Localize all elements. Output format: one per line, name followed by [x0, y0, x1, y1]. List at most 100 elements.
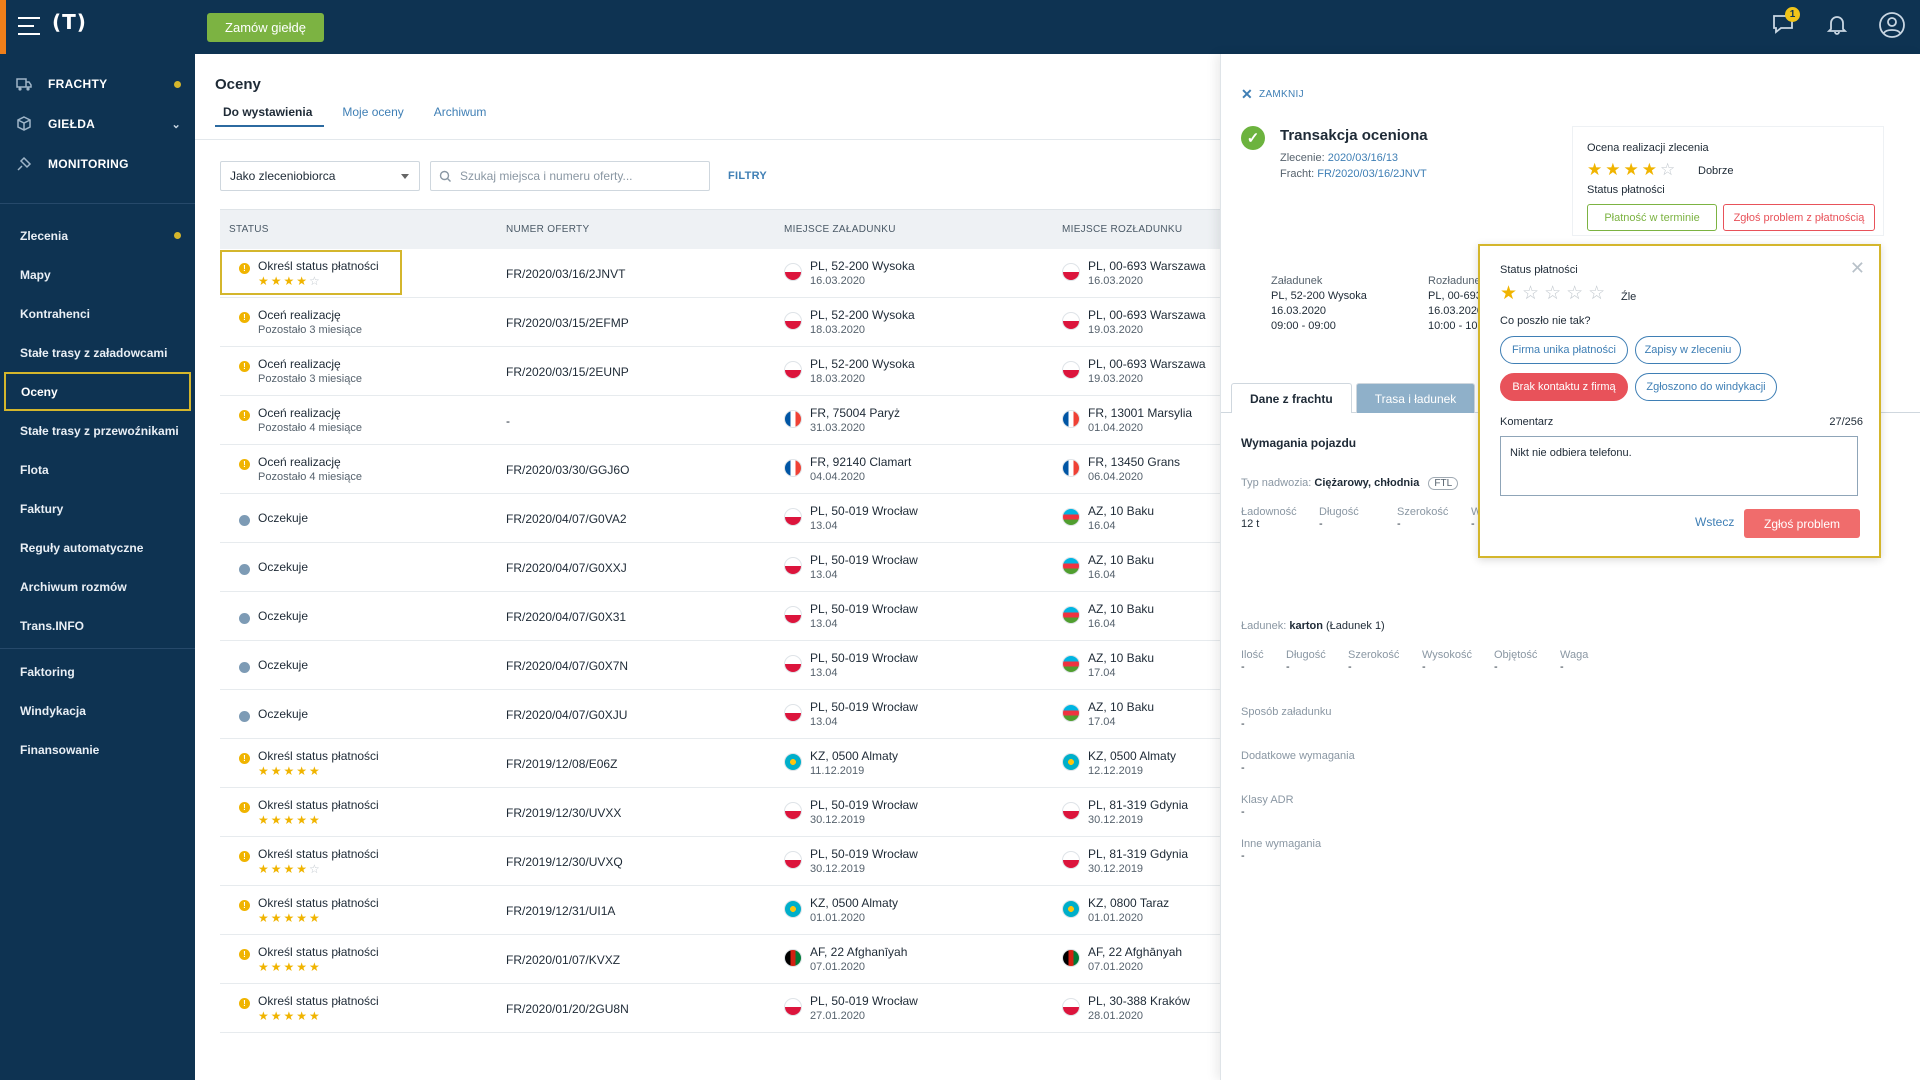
sidebar-item-fleet[interactable]: Flota	[0, 450, 195, 489]
row-status[interactable]: Oczekuje	[258, 608, 309, 623]
role-select[interactable]: Jako zleceniobiorca	[220, 161, 420, 191]
row-status[interactable]: Oceń realizację	[258, 307, 341, 322]
bell-icon[interactable]	[1824, 11, 1850, 37]
row-status[interactable]: Oczekuje	[258, 559, 309, 574]
sidebar-item-contractors[interactable]: Kontrahenci	[0, 294, 195, 333]
flag-icon	[1062, 752, 1080, 771]
column-header-offer-number[interactable]: NUMER OFERTY	[506, 224, 590, 235]
table-row[interactable]: ! Określ status płatności ★★★★★ FR/2019/1…	[220, 788, 1220, 837]
sidebar-item-maps[interactable]: Mapy	[0, 255, 195, 294]
comment-label: Komentarz	[1500, 416, 1554, 428]
order-exchange-button[interactable]: Zamów giełdę	[207, 13, 324, 42]
column-header-loading-place[interactable]: MIEJSCE ZAŁADUNKU	[784, 224, 896, 235]
table-row[interactable]: ! Oceń realizację Pozostało 4 miesiące FR…	[220, 445, 1220, 494]
row-status[interactable]: Oceń realizację	[258, 356, 341, 371]
user-avatar-icon[interactable]	[1878, 11, 1905, 38]
tab-freight-data[interactable]: Dane z frachtu	[1231, 383, 1352, 413]
order-link[interactable]: 2020/03/16/13	[1327, 152, 1399, 164]
row-status[interactable]: Oczekuje	[258, 706, 309, 721]
sidebar-item-debt-collection[interactable]: Windykacja	[0, 691, 195, 730]
freight-link[interactable]: FR/2020/03/16/2JNVT	[1317, 168, 1427, 180]
row-status[interactable]: Oczekuje	[258, 510, 309, 525]
sidebar-main-monitoring[interactable]: MONITORING	[0, 144, 195, 184]
row-status[interactable]: Określ status płatności	[258, 748, 379, 763]
filters-button[interactable]: FILTRY	[728, 170, 768, 182]
row-status[interactable]: Określ status płatności	[258, 797, 379, 812]
row-status[interactable]: Określ status płatności	[258, 895, 379, 910]
sidebar-item-financing[interactable]: Finansowanie	[0, 730, 195, 769]
search-icon	[439, 170, 451, 182]
warning-icon: !	[239, 801, 250, 813]
sidebar-main-freights[interactable]: FRACHTY	[0, 64, 195, 104]
column-header-status[interactable]: STATUS	[229, 224, 269, 235]
table-row[interactable]: ! Określ status płatności ★★★★★ FR/2019/1…	[220, 739, 1220, 788]
sidebar-item-factoring[interactable]: Faktoring	[0, 652, 195, 691]
sidebar-item-carrier-routes[interactable]: Stałe trasy z przewoźnikami	[0, 411, 195, 450]
search-input[interactable]: Szukaj miejsca i numeru oferty...	[430, 161, 710, 191]
row-status[interactable]: Oczekuje	[258, 657, 309, 672]
table-row[interactable]: ! Określ status płatności ★★★★★ FR/2020/0…	[220, 935, 1220, 984]
close-button[interactable]: ✕ ZAMKNIJ	[1241, 86, 1304, 103]
chevron-down-icon[interactable]: ⌄	[171, 118, 181, 131]
row-status[interactable]: Oceń realizację	[258, 405, 341, 420]
chip-avoids-payment[interactable]: Firma unika płatności	[1500, 336, 1628, 364]
sidebar-item-shipper-routes[interactable]: Stałe trasy z załadowcami	[0, 333, 195, 372]
close-icon[interactable]: ✕	[1849, 258, 1865, 278]
sidebar-item-orders[interactable]: Zlecenia	[0, 216, 195, 255]
tab-my-ratings[interactable]: Moje oceny	[342, 105, 404, 119]
column-header-unloading-place[interactable]: MIEJSCE ROZŁADUNKU	[1062, 224, 1183, 235]
table-row[interactable]: ! Oceń realizację Pozostało 3 miesiące FR…	[220, 298, 1220, 347]
row-status-sub: Pozostało 3 miesiące	[258, 323, 362, 336]
sidebar-main-exchange[interactable]: GIEŁDA ⌄	[0, 104, 195, 144]
table-row[interactable]: ! Określ status płatności ★★★★★ FR/2019/1…	[220, 886, 1220, 935]
report-problem-button[interactable]: Zgłoś problem	[1744, 509, 1860, 538]
flag-icon	[784, 605, 802, 624]
chip-order-terms[interactable]: Zapisy w zleceniu	[1635, 336, 1741, 364]
sidebar-item-transinfo[interactable]: Trans.INFO	[0, 606, 195, 645]
row-status[interactable]: Oceń realizację	[258, 454, 341, 469]
sidebar-item-automatic-rules[interactable]: Reguły automatyczne	[0, 528, 195, 567]
table-row[interactable]: ! Oceń realizację Pozostało 4 miesiące - …	[220, 396, 1220, 445]
comment-field[interactable]: Nikt nie odbiera telefonu.	[1500, 436, 1858, 496]
payment-rating-stars[interactable]: ★☆☆☆☆	[1500, 283, 1611, 304]
flag-icon	[1062, 801, 1080, 820]
table-row[interactable]: Oczekuje FR/2020/04/07/G0XJU PL, 50-019 …	[220, 690, 1220, 739]
row-status[interactable]: Określ status płatności	[258, 258, 379, 273]
paid-on-time-button[interactable]: Płatność w terminie	[1587, 204, 1717, 231]
table-row[interactable]: Oczekuje FR/2020/04/07/G0X31 PL, 50-019 …	[220, 592, 1220, 641]
chip-debt-collection[interactable]: Zgłoszono do windykacji	[1635, 373, 1777, 401]
row-unloading-date: 16.04	[1088, 519, 1116, 532]
warning-icon: !	[239, 752, 250, 764]
other-requirements: Inne wymagania -	[1241, 838, 1321, 862]
tab-archive[interactable]: Archiwum	[433, 105, 487, 119]
flag-icon	[1062, 605, 1080, 624]
table-row[interactable]: ! Oceń realizację Pozostało 3 miesiące FR…	[220, 347, 1220, 396]
row-status[interactable]: Określ status płatności	[258, 846, 379, 861]
row-unloading-place: AZ, 10 Baku	[1088, 650, 1155, 665]
table-row[interactable]: Oczekuje FR/2020/04/07/G0XXJ PL, 50-019 …	[220, 543, 1220, 592]
row-loading-date: 13.04	[810, 519, 838, 532]
dimension-value: -	[1471, 518, 1475, 530]
payment-rating-word: Źle	[1621, 291, 1637, 303]
brand-accent-bar	[0, 0, 6, 54]
menu-icon[interactable]	[18, 17, 40, 35]
app-logo[interactable]: (T)	[52, 10, 87, 34]
sidebar-item-label: Reguły automatyczne	[20, 540, 144, 555]
tab-to-issue[interactable]: Do wystawienia	[215, 105, 325, 127]
tab-route-and-cargo[interactable]: Trasa i ładunek	[1355, 383, 1476, 413]
chip-no-contact[interactable]: Brak kontaktu z firmą	[1500, 373, 1628, 401]
table-row[interactable]: ! Określ status płatności ★★★★★ FR/2020/0…	[220, 984, 1220, 1033]
table-row[interactable]: Oczekuje FR/2020/04/07/G0X7N PL, 50-019 …	[220, 641, 1220, 690]
report-payment-problem-button[interactable]: Zgłoś problem z płatnością	[1723, 204, 1875, 231]
sidebar-item-invoices[interactable]: Faktury	[0, 489, 195, 528]
row-status[interactable]: Określ status płatności	[258, 993, 379, 1008]
table-row[interactable]: ! Określ status płatności ★★★★☆ FR/2019/1…	[220, 837, 1220, 886]
back-button[interactable]: Wstecz	[1695, 515, 1735, 529]
row-status[interactable]: Określ status płatności	[258, 944, 379, 959]
table-row[interactable]: ! Określ status płatności ★★★★☆ FR/2020/0…	[220, 249, 1220, 298]
table-row[interactable]: Oczekuje FR/2020/04/07/G0VA2 PL, 50-019 …	[220, 494, 1220, 543]
dimension-label: Wysokość	[1422, 649, 1473, 661]
sidebar-item-ratings[interactable]: Oceny	[4, 372, 191, 411]
messages-icon[interactable]: 1	[1770, 7, 1800, 37]
sidebar-item-chat-archive[interactable]: Archiwum rozmów	[0, 567, 195, 606]
